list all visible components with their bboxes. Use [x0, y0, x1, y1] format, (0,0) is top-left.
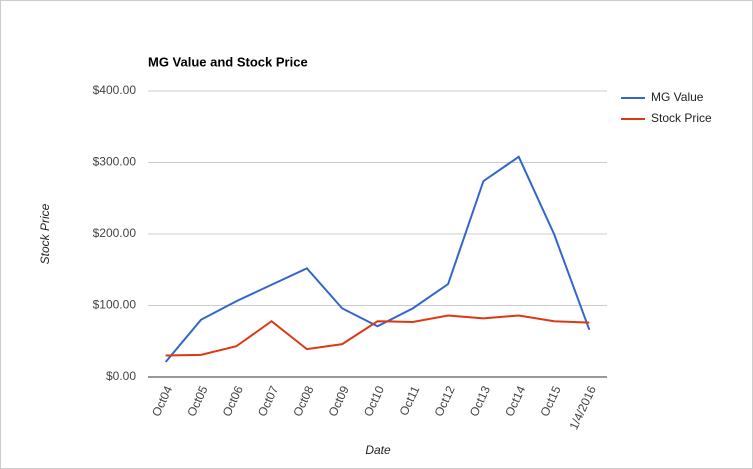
- y-axis-title: Stock Price: [38, 203, 52, 264]
- legend-label: Stock Price: [651, 111, 712, 125]
- y-tick-label: $0.00: [106, 369, 136, 383]
- y-tick-label: $100.00: [93, 298, 137, 312]
- legend-label: MG Value: [651, 90, 704, 104]
- series-line: [164, 155, 591, 363]
- y-tick-label: $300.00: [93, 155, 137, 169]
- y-tick-label: $200.00: [93, 226, 137, 240]
- chart-title: MG Value and Stock Price: [148, 54, 308, 69]
- y-tick-label: $400.00: [93, 83, 137, 97]
- x-axis-title: Date: [365, 443, 391, 457]
- series-line: [165, 314, 590, 357]
